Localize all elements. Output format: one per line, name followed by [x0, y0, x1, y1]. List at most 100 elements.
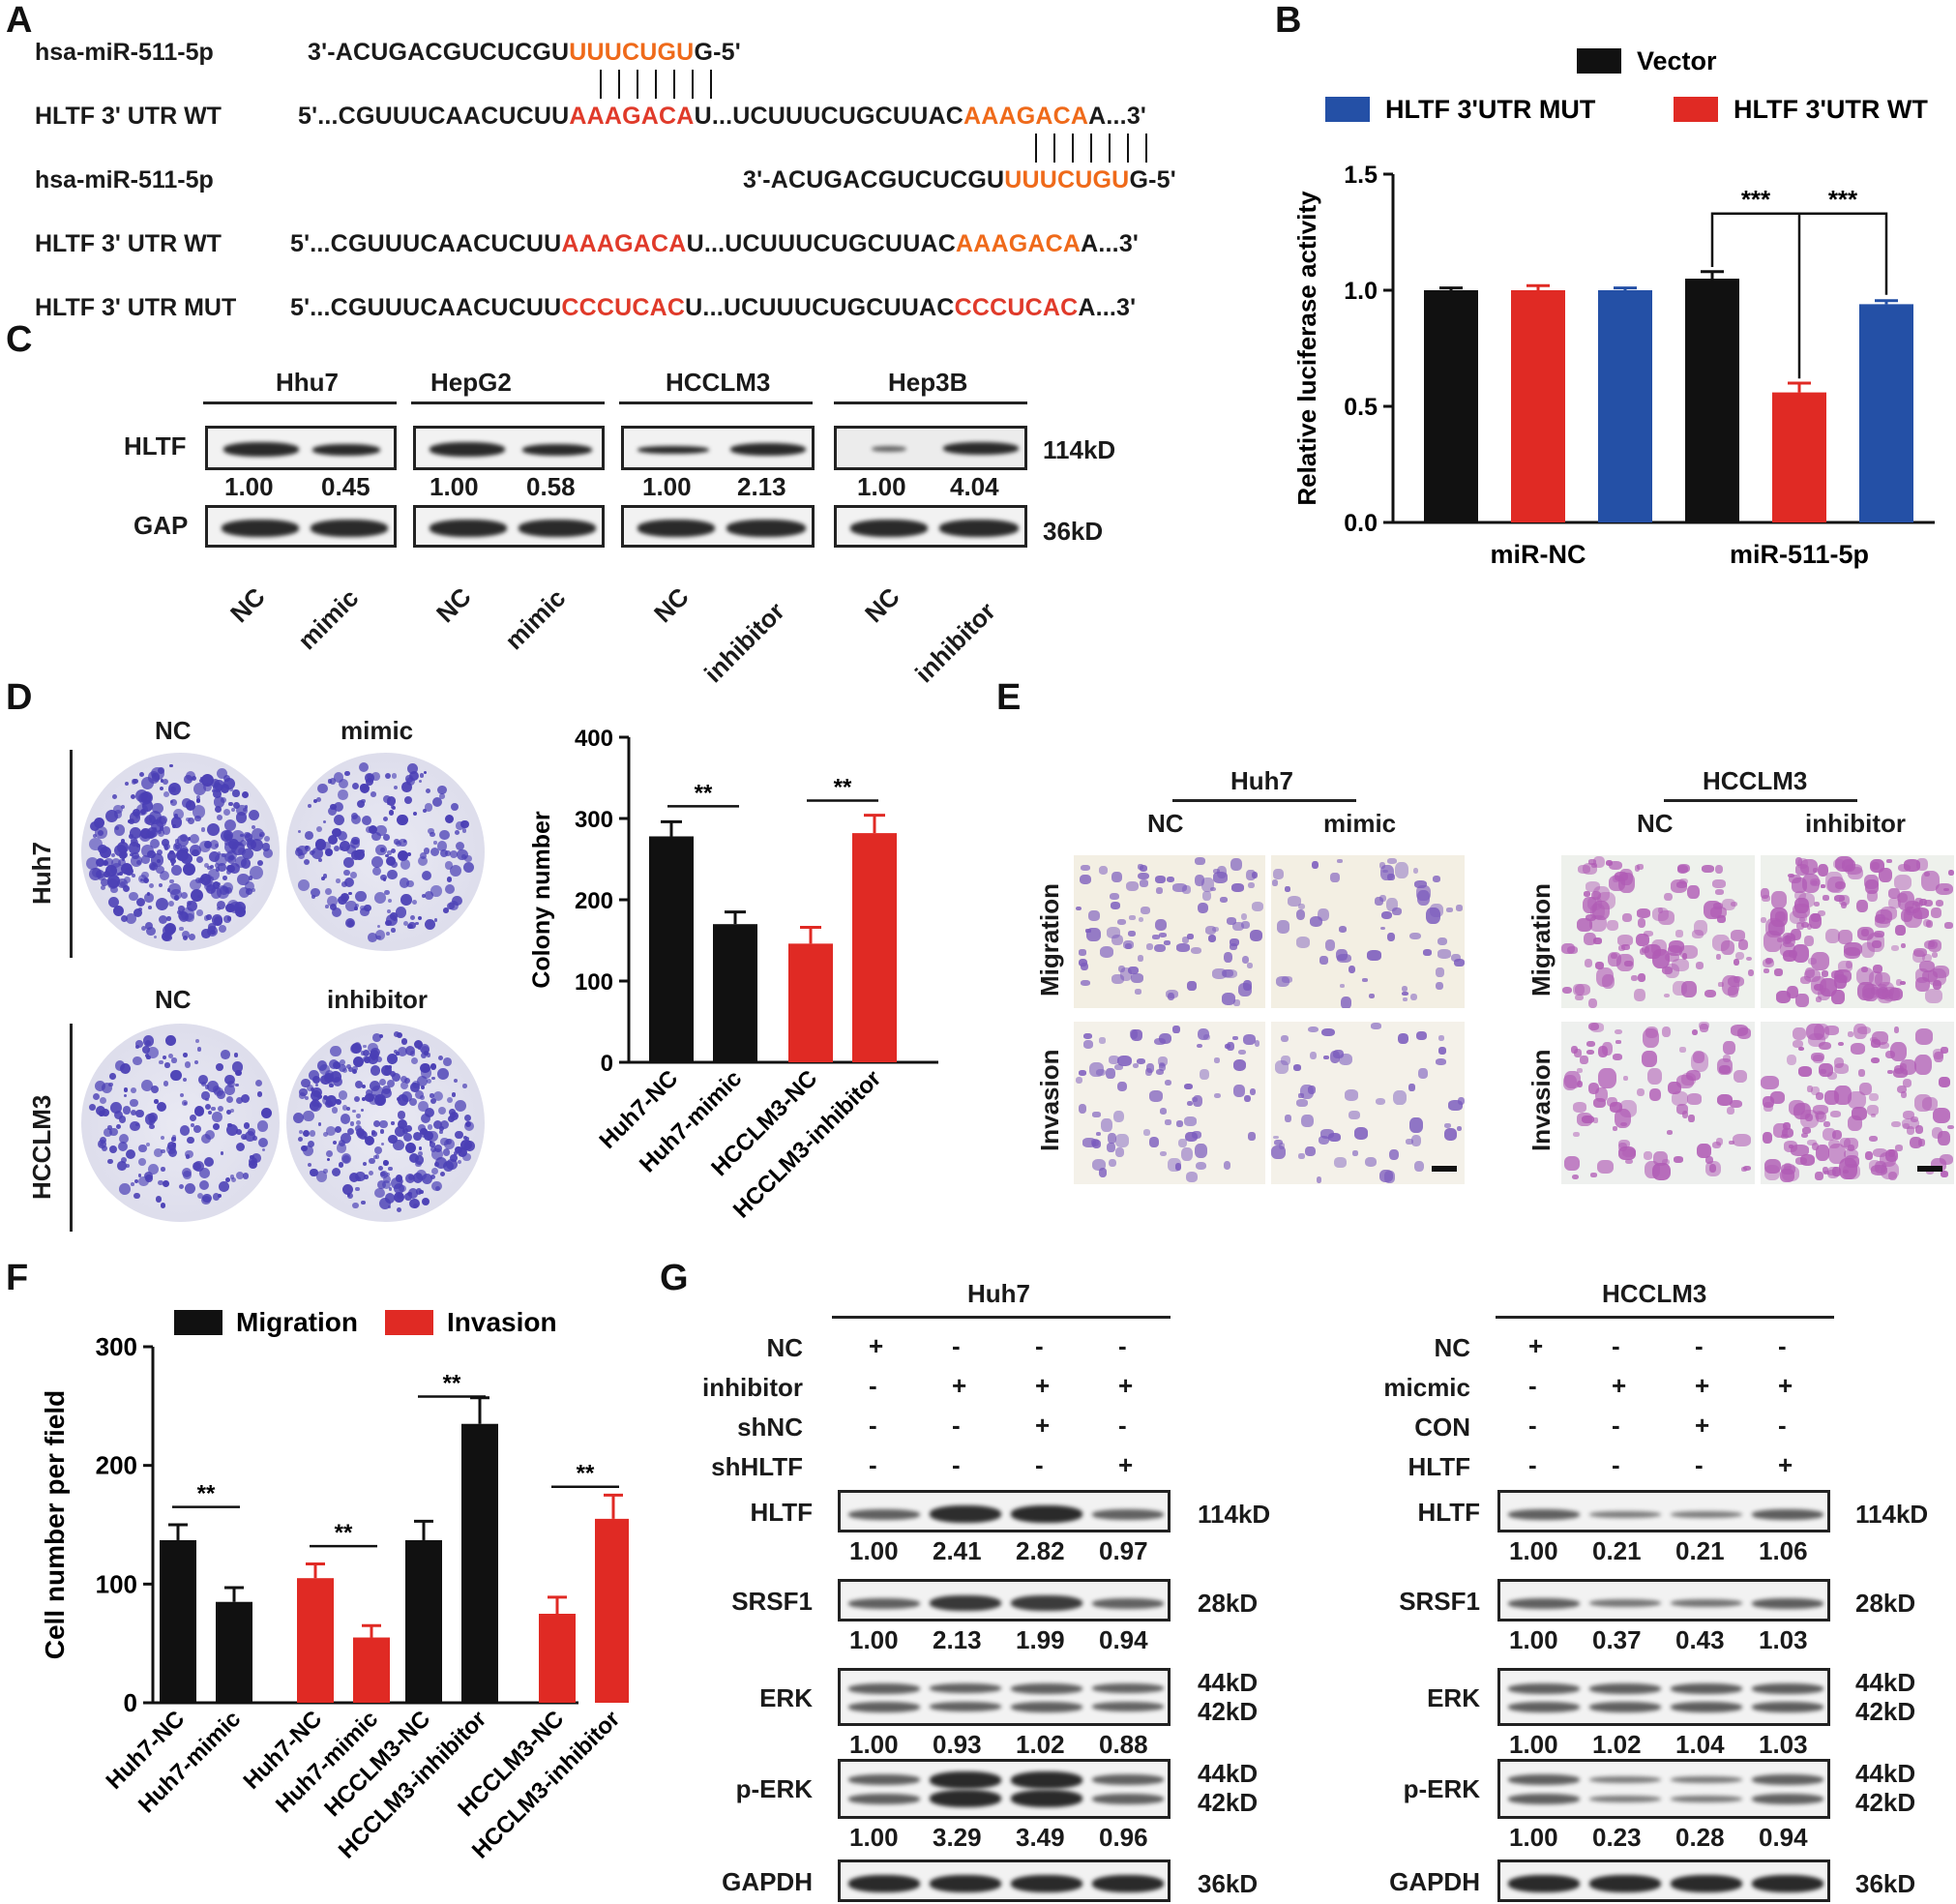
- colony-dot: [430, 1093, 434, 1098]
- micrograph: [1074, 1022, 1265, 1184]
- row-label: Migration: [1526, 883, 1556, 997]
- condition-sign: -: [952, 1331, 961, 1360]
- condition-label: shHLTF: [711, 1452, 803, 1481]
- colony-dot: [171, 1135, 176, 1140]
- colony-dot: [299, 1088, 308, 1097]
- stained-cell: [1821, 970, 1829, 977]
- colony-dot: [311, 894, 316, 900]
- colony-dot: [329, 1084, 334, 1088]
- stained-cell: [1634, 988, 1646, 1001]
- stained-cell: [1692, 1050, 1705, 1063]
- colony-dot: [159, 870, 170, 881]
- colony-dot: [134, 1039, 143, 1048]
- stained-cell: [1246, 870, 1256, 880]
- band: [1671, 1599, 1742, 1607]
- colony-dot: [387, 908, 391, 913]
- colony-dot: [352, 1110, 356, 1114]
- group-title: HCCLM3: [1602, 1279, 1707, 1308]
- colony-dot: [455, 841, 464, 851]
- stained-cell: [1888, 897, 1902, 908]
- colony-dot: [434, 1156, 447, 1169]
- quant-value: 1.00: [849, 1730, 899, 1759]
- colony-dot: [111, 793, 117, 799]
- colony-dot: [339, 1058, 345, 1065]
- colony-dot: [363, 1161, 368, 1167]
- colony-dot: [386, 855, 397, 866]
- colony-dot: [122, 1105, 132, 1115]
- y-tick-label: 1.0: [1344, 278, 1378, 305]
- stained-cell: [1233, 999, 1240, 1007]
- colony-dot: [256, 1120, 269, 1132]
- colony-dot: [462, 861, 475, 873]
- blot-row-label: ERK: [759, 1683, 813, 1712]
- stained-cell: [1387, 858, 1397, 865]
- quant-value: 0.21: [1675, 1536, 1725, 1565]
- colony-dot: [236, 1171, 245, 1179]
- colony-dot: [397, 1046, 408, 1057]
- stained-cell: [1229, 943, 1238, 950]
- stained-cell: [1391, 907, 1403, 915]
- stained-cell: [1805, 1114, 1813, 1122]
- stained-cell: [1869, 858, 1885, 874]
- stained-cell: [1592, 855, 1605, 869]
- stained-cell: [1653, 1151, 1669, 1166]
- colony-dot: [174, 839, 180, 844]
- colony-dot: [135, 859, 142, 865]
- colony-dot: [189, 934, 196, 940]
- stained-cell: [1277, 920, 1290, 934]
- colony-dot: [376, 1056, 383, 1062]
- stained-cell: [1437, 937, 1447, 946]
- colony-dot: [413, 1173, 424, 1183]
- stained-cell: [1324, 939, 1336, 951]
- colony-dot: [415, 1090, 425, 1100]
- colony-dot: [201, 1193, 212, 1204]
- colony-dot: [346, 1063, 352, 1069]
- colony-dot: [220, 1151, 224, 1155]
- colony-dot: [304, 858, 311, 865]
- stained-cell: [1088, 910, 1101, 921]
- stained-cell: [1722, 1041, 1735, 1055]
- colony-dot: [194, 1038, 199, 1043]
- stained-cell: [1204, 926, 1217, 935]
- colony-dot: [92, 868, 103, 878]
- stained-cell: [1902, 1079, 1912, 1087]
- legend-swatch: [1674, 97, 1718, 122]
- colony-dot: [120, 880, 127, 887]
- stained-cell: [1114, 1146, 1124, 1157]
- colony-dot: [328, 779, 333, 784]
- stained-cell: [1807, 1140, 1817, 1146]
- colony-dot: [443, 1056, 452, 1066]
- colony-dot: [333, 845, 341, 852]
- bar: [1685, 279, 1739, 522]
- stained-cell: [1763, 967, 1770, 973]
- colony-dot: [388, 809, 395, 816]
- stained-cell: [1681, 953, 1688, 960]
- stained-cell: [1437, 949, 1452, 959]
- colony-dot: [370, 1065, 381, 1076]
- stained-cell: [1075, 906, 1082, 911]
- sig-bracket: [1710, 212, 1801, 379]
- stained-cell: [1111, 872, 1123, 882]
- colony-dot: [163, 1081, 169, 1086]
- colony-dot: [414, 1155, 425, 1165]
- colony-dot: [326, 1150, 333, 1158]
- condition-sign: +: [1778, 1450, 1793, 1479]
- band: [1011, 1701, 1082, 1712]
- stained-cell: [1641, 946, 1649, 953]
- stained-cell: [1194, 874, 1205, 886]
- band: [930, 1770, 1001, 1789]
- panel-letter-c: C: [6, 319, 33, 360]
- stained-cell: [1782, 1128, 1793, 1139]
- colony-dot: [399, 878, 410, 889]
- colony-dot: [355, 904, 360, 908]
- colony-dot: [454, 1151, 459, 1155]
- colony-dot: [371, 866, 381, 876]
- colony-dot: [390, 1176, 402, 1189]
- stained-cell: [1573, 1131, 1580, 1138]
- stained-cell: [1158, 933, 1167, 937]
- sig-bracket: [1799, 212, 1888, 295]
- colony-dot: [207, 865, 212, 871]
- stained-cell: [1092, 1112, 1101, 1117]
- colony-dot: [185, 1182, 196, 1194]
- colony-dot: [312, 798, 317, 803]
